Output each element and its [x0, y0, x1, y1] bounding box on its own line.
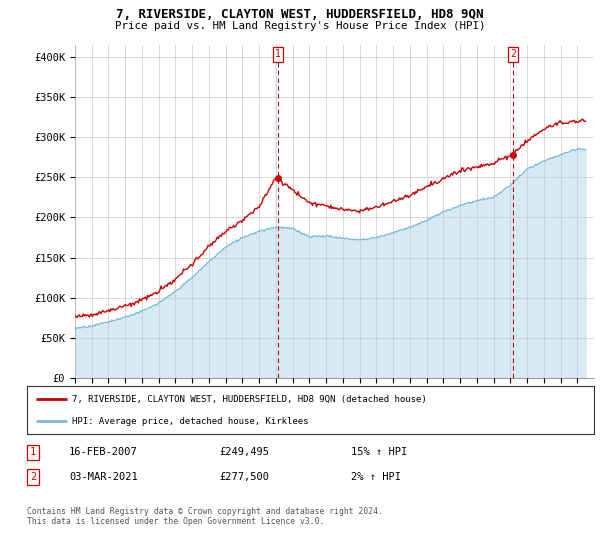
Text: 15% ↑ HPI: 15% ↑ HPI — [351, 447, 407, 458]
Text: 7, RIVERSIDE, CLAYTON WEST, HUDDERSFIELD, HD8 9QN: 7, RIVERSIDE, CLAYTON WEST, HUDDERSFIELD… — [116, 8, 484, 21]
Text: 03-MAR-2021: 03-MAR-2021 — [69, 472, 138, 482]
Text: 7, RIVERSIDE, CLAYTON WEST, HUDDERSFIELD, HD8 9QN (detached house): 7, RIVERSIDE, CLAYTON WEST, HUDDERSFIELD… — [73, 395, 427, 404]
Text: 2: 2 — [30, 472, 36, 482]
Text: HPI: Average price, detached house, Kirklees: HPI: Average price, detached house, Kirk… — [73, 417, 309, 426]
Text: 16-FEB-2007: 16-FEB-2007 — [69, 447, 138, 458]
Text: Contains HM Land Registry data © Crown copyright and database right 2024.
This d: Contains HM Land Registry data © Crown c… — [27, 507, 383, 526]
Text: £249,495: £249,495 — [219, 447, 269, 458]
Text: 2: 2 — [510, 49, 516, 59]
Text: 1: 1 — [275, 49, 281, 59]
Text: 1: 1 — [30, 447, 36, 458]
Text: £277,500: £277,500 — [219, 472, 269, 482]
Text: 2% ↑ HPI: 2% ↑ HPI — [351, 472, 401, 482]
Text: Price paid vs. HM Land Registry's House Price Index (HPI): Price paid vs. HM Land Registry's House … — [115, 21, 485, 31]
